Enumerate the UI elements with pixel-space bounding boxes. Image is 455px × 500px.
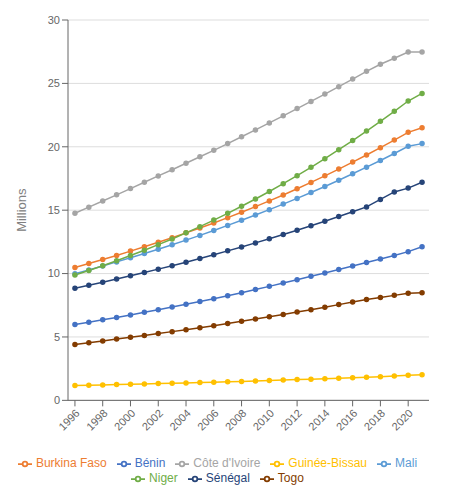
svg-text:2016: 2016 <box>334 407 360 433</box>
svg-text:2000: 2000 <box>112 407 138 433</box>
svg-text:2018: 2018 <box>362 407 388 433</box>
svg-text:0: 0 <box>54 394 60 406</box>
html-text:Sénégal: Sénégal <box>205 471 250 486</box>
svg-text:2008: 2008 <box>223 407 249 433</box>
svg-text:2010: 2010 <box>250 407 276 433</box>
html-text:Guinée-Bissau: Guinée-Bissau <box>288 456 367 471</box>
svg-text:30: 30 <box>48 14 60 26</box>
html-text:Niger: Niger <box>149 471 178 486</box>
html-text:Côte d'Ivoire: Côte d'Ivoire <box>193 456 261 471</box>
svg-text:2004: 2004 <box>167 407 193 433</box>
svg-text:1996: 1996 <box>56 407 82 433</box>
svg-text:1998: 1998 <box>84 407 110 433</box>
svg-text:Millions: Millions <box>14 188 29 232</box>
svg-text:2020: 2020 <box>389 407 415 433</box>
html-text:Togo: Togo <box>277 471 304 486</box>
html-text:Mali: Mali <box>395 456 418 471</box>
svg-text:2014: 2014 <box>306 407 332 433</box>
svg-text:2002: 2002 <box>139 407 165 433</box>
svg-text:2012: 2012 <box>278 407 304 433</box>
svg-text:15: 15 <box>48 204 60 216</box>
svg-text:20: 20 <box>48 141 60 153</box>
svg-text:2006: 2006 <box>195 407 221 433</box>
svg-text:5: 5 <box>54 331 60 343</box>
svg-text:10: 10 <box>48 267 60 279</box>
html-text:Bénin: Bénin <box>134 456 166 471</box>
svg-text:25: 25 <box>48 77 60 89</box>
html-text:Burkina Faso: Burkina Faso <box>35 456 107 471</box>
